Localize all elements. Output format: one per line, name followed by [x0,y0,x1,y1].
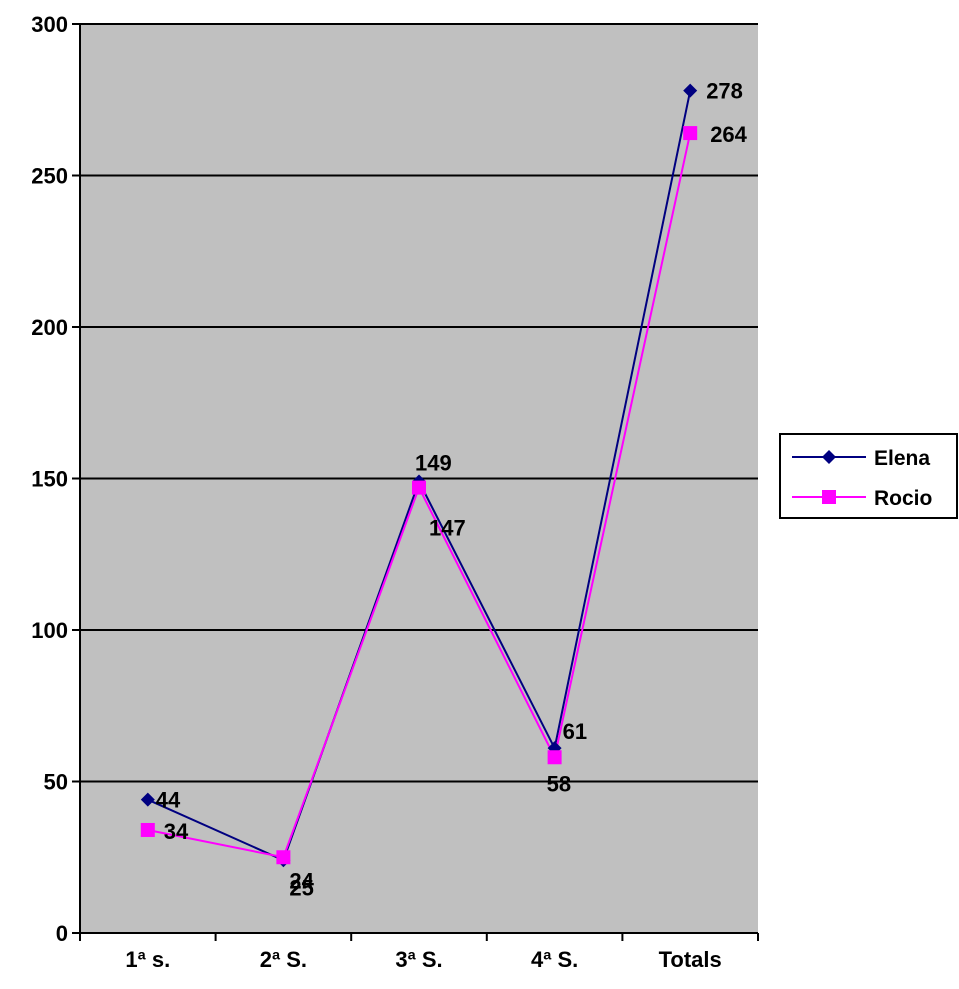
legend-marker-rocio [822,490,836,504]
data-label-elena: 24 [289,868,314,893]
legend: Elena Rocio [779,433,958,519]
x-tick-label: 1ª s. [125,947,170,972]
y-tick-label: 100 [31,618,68,643]
data-point-elena [683,83,698,98]
y-tick-label: 300 [31,12,68,37]
x-tick-label: 2ª S. [260,947,307,972]
data-label-elena: 278 [706,79,743,104]
x-tick-label: 4ª S. [531,947,578,972]
legend-label-rocio: Rocio [874,487,932,510]
data-label-rocio: 25 [289,875,313,900]
data-labels: 44 24 149 61 278 34 25 147 58 264 [156,79,748,901]
x-tick-label: 3ª S. [395,947,442,972]
data-label-rocio: 264 [710,122,747,147]
y-tick-label: 200 [31,315,68,340]
data-label-elena: 61 [563,719,587,744]
data-label-rocio: 34 [164,819,189,844]
data-point-elena [140,792,155,807]
series-markers [140,83,698,868]
data-label-elena: 44 [156,788,181,813]
data-label-elena: 149 [415,451,452,476]
y-tick-label: 250 [31,164,68,189]
legend-box [779,433,958,519]
data-point-rocio [412,480,426,495]
data-label-rocio: 147 [429,516,466,541]
data-point-rocio [276,850,291,865]
data-point-rocio [140,822,155,837]
data-label-rocio: 58 [547,771,571,796]
y-tick-label: 150 [31,467,68,492]
legend-label-elena: Elena [874,447,930,470]
x-tick-label: Totals [659,947,722,972]
x-axis-ticks: 1ª s. 2ª S. 3ª S. 4ª S. Totals [79,933,759,972]
y-tick-label: 0 [56,921,68,946]
y-axis-ticks: 0 50 100 150 200 250 300 [31,12,80,946]
data-point-rocio [683,126,698,141]
y-tick-label: 50 [44,770,68,795]
legend-marker-elena [822,450,836,464]
data-point-rocio [547,750,562,765]
